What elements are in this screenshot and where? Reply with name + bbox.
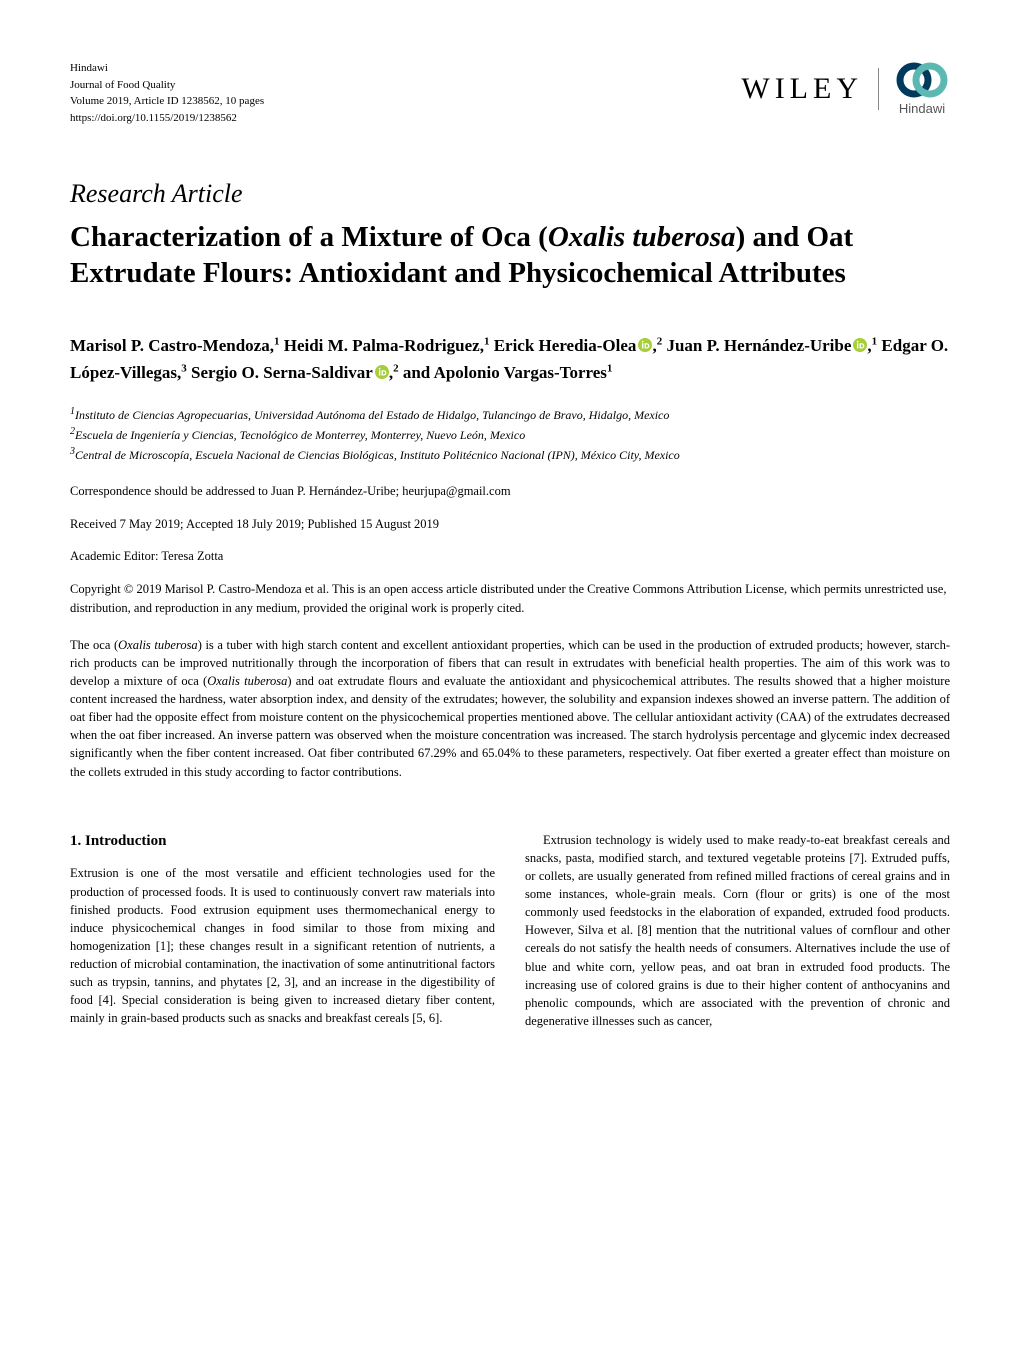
- author-affil-ref: 3: [181, 362, 187, 374]
- abstract-species-1: Oxalis tuberosa: [118, 638, 198, 652]
- correspondence: Correspondence should be addressed to Ju…: [70, 482, 950, 501]
- hindawi-logo: Hindawi: [894, 60, 950, 118]
- affiliation-line: 3Central de Microscopía, Escuela Naciona…: [70, 444, 950, 464]
- author-name: Heidi M. Palma-Rodriguez: [284, 336, 480, 355]
- author-affil-ref: 1: [484, 335, 490, 347]
- wiley-logo: WILEY: [741, 69, 863, 110]
- logo-divider: [878, 68, 879, 110]
- abstract: The oca (Oxalis tuberosa) is a tuber wit…: [70, 636, 950, 781]
- abstract-text-c: ) and oat extrudate flours and evaluate …: [70, 674, 950, 779]
- header-row: Hindawi Journal of Food Quality Volume 2…: [70, 60, 950, 126]
- author-name: Marisol P. Castro-Mendoza: [70, 336, 270, 355]
- author-affil-ref: 1: [607, 362, 613, 374]
- logo-block: WILEY Hindawi: [741, 60, 950, 118]
- body-paragraph: Extrusion technology is widely used to m…: [525, 831, 950, 1030]
- author-affil-ref: 1: [274, 335, 280, 347]
- abstract-text-a: The oca (: [70, 638, 118, 652]
- author-name: and Apolonio Vargas-Torres: [403, 363, 607, 382]
- orcid-icon[interactable]: [853, 338, 867, 352]
- affiliation-line: 1Instituto de Ciencias Agropecuarias, Un…: [70, 404, 950, 424]
- affiliations-block: 1Instituto de Ciencias Agropecuarias, Un…: [70, 404, 950, 464]
- academic-editor: Academic Editor: Teresa Zotta: [70, 547, 950, 566]
- column-right: Extrusion technology is widely used to m…: [525, 831, 950, 1030]
- article-dates: Received 7 May 2019; Accepted 18 July 20…: [70, 515, 950, 534]
- author-affil-ref: 1: [872, 335, 878, 347]
- abstract-species-2: Oxalis tuberosa: [207, 674, 287, 688]
- body-paragraph: Extrusion is one of the most versatile a…: [70, 864, 495, 1027]
- author-name: Juan P. Hernández-Uribe: [666, 336, 851, 355]
- author-affil-ref: 2: [393, 362, 399, 374]
- orcid-icon[interactable]: [375, 365, 389, 379]
- copyright-notice: Copyright © 2019 Marisol P. Castro-Mendo…: [70, 580, 950, 618]
- affiliation-line: 2Escuela de Ingeniería y Ciencias, Tecno…: [70, 424, 950, 444]
- title-pre: Characterization of a Mixture of Oca (: [70, 221, 548, 253]
- hindawi-rings-icon: [894, 60, 950, 100]
- publication-info: Hindawi Journal of Food Quality Volume 2…: [70, 60, 264, 126]
- body-columns: 1. Introduction Extrusion is one of the …: [70, 831, 950, 1030]
- journal-name: Journal of Food Quality: [70, 77, 264, 94]
- author-affil-ref: 2: [657, 335, 663, 347]
- article-type: Research Article: [70, 176, 950, 211]
- hindawi-text: Hindawi: [899, 100, 945, 118]
- authors-block: Marisol P. Castro-Mendoza,1 Heidi M. Pal…: [70, 332, 950, 386]
- author-name: Erick Heredia-Olea: [494, 336, 637, 355]
- column-left: 1. Introduction Extrusion is one of the …: [70, 831, 495, 1030]
- title-species: Oxalis tuberosa: [548, 221, 736, 253]
- doi-link[interactable]: https://doi.org/10.1155/2019/1238562: [70, 110, 264, 127]
- author-name: Sergio O. Serna-Saldivar: [191, 363, 373, 382]
- orcid-icon[interactable]: [638, 338, 652, 352]
- publisher-name: Hindawi: [70, 60, 264, 77]
- volume-line: Volume 2019, Article ID 1238562, 10 page…: [70, 93, 264, 110]
- article-title: Characterization of a Mixture of Oca (Ox…: [70, 219, 950, 292]
- section-1-heading: 1. Introduction: [70, 831, 495, 853]
